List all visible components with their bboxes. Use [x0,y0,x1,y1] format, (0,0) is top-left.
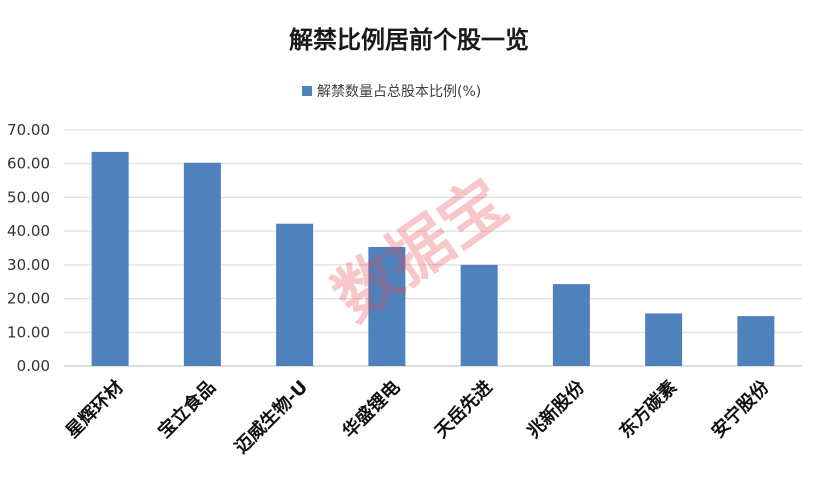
legend-label: 解禁数量占总股本比例(%) [317,84,481,100]
x-category-label: 迈威生物-U [230,376,312,458]
x-category-label: 天岳先进 [430,376,496,442]
legend-swatch [302,86,312,96]
bar-4 [368,246,406,366]
bar-8 [737,316,775,366]
y-tick-label: 60.00 [7,155,50,173]
x-category-label: 兆新股份 [522,375,589,442]
chart-title: 解禁比例居前个股一览 [289,26,529,54]
x-axis-category-labels: 星辉环材 宝立食品 迈威生物-U 华盛锂电 天岳先进 兆新股份 东方碳素 安宁股份 [61,375,774,458]
y-tick-label: 70.00 [7,121,50,139]
x-category-label: 东方碳素 [615,376,681,442]
y-tick-label: 10.00 [7,323,50,341]
y-tick-label: 20.00 [7,290,50,308]
bars [91,151,775,366]
x-category-label: 星辉环材 [61,376,127,442]
x-category-label: 宝立食品 [153,376,219,442]
bar-7 [645,313,683,366]
y-tick-label: 50.00 [7,188,50,206]
legend: 解禁数量占总股本比例(%) [302,84,481,100]
bar-5 [460,264,498,366]
y-tick-label: 0.00 [17,357,50,375]
y-tick-label: 40.00 [7,222,50,240]
bar-3 [276,223,314,366]
y-tick-label: 30.00 [7,256,50,274]
y-axis-tick-labels: 0.00 10.00 20.00 30.00 40.00 50.00 60.00 70.00 [7,121,50,375]
bar-2 [183,162,221,366]
x-category-label: 安宁股份 [707,375,774,442]
bar-1 [91,151,129,366]
x-category-label: 华盛锂电 [338,376,404,442]
bar-6 [552,284,590,366]
